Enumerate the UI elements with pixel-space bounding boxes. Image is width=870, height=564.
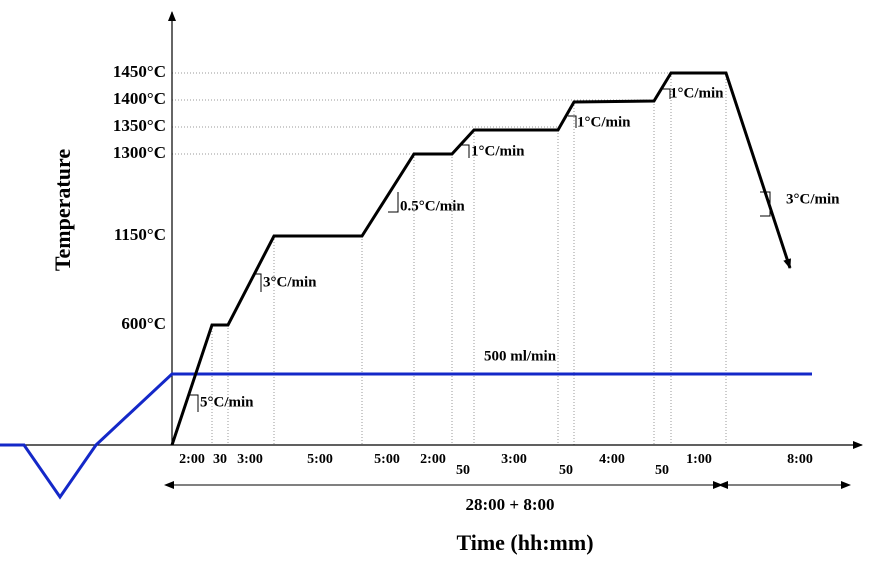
duration-label: 2:00: [420, 452, 446, 467]
rate-label: 1°C/min: [471, 143, 525, 159]
slope-marks: [190, 88, 771, 412]
duration-label: 50: [559, 463, 573, 478]
duration-label: 2:00: [179, 452, 205, 467]
rate-label: 3°C/min: [263, 274, 317, 290]
duration-label: 1:00: [686, 452, 712, 467]
duration-label: 30: [213, 452, 227, 467]
total-time: 28:00 + 8:00: [465, 495, 554, 514]
temp-label: 1400°C: [113, 89, 166, 108]
rate-label: 0.5°C/min: [400, 198, 465, 214]
guides: [172, 72, 727, 445]
flow-line: [0, 372, 812, 500]
duration-label: 5:00: [307, 452, 333, 467]
duration-label: 5:00: [374, 452, 400, 467]
duration-label: 4:00: [599, 452, 625, 467]
temp-label: 1450°C: [113, 62, 166, 81]
temp-label: 600°C: [121, 314, 166, 333]
duration-label: 3:00: [237, 452, 263, 467]
temp-label: 1150°C: [114, 225, 166, 244]
duration-label: 3:00: [501, 452, 527, 467]
flow-label: 500 ml/min: [484, 348, 557, 364]
rate-label: 1°C/min: [670, 85, 724, 101]
temperature-profile: [170, 71, 792, 446]
duration-label: 8:00: [787, 452, 813, 467]
rate-label: 3°C/min: [786, 191, 840, 207]
rate-label: 5°C/min: [200, 394, 254, 410]
temp-label: 1350°C: [113, 116, 166, 135]
rate-label: 1°C/min: [577, 114, 631, 130]
duration-label: 50: [655, 463, 669, 478]
temp-label: 1300°C: [113, 143, 166, 162]
duration-label: 50: [456, 463, 470, 478]
x-axis-title: Time (hh:mm): [456, 530, 593, 555]
y-axis-title: Temperature: [50, 149, 75, 271]
